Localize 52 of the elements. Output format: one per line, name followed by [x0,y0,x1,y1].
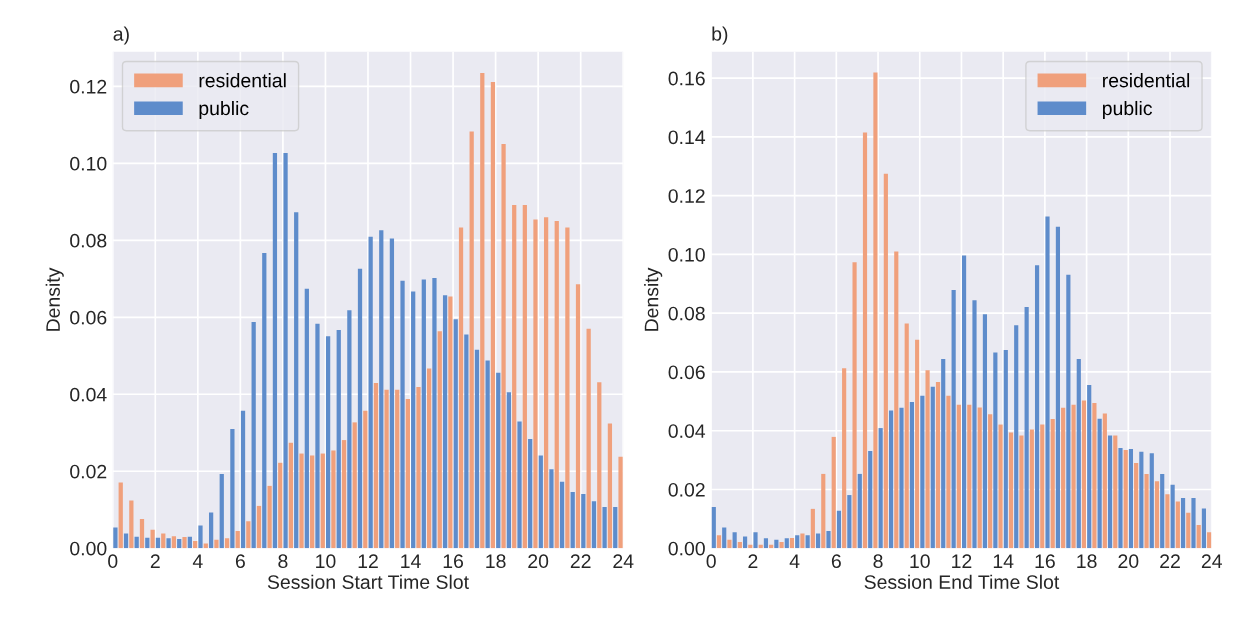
x-tick-label: 22 [570,554,591,568]
chart-title: b) [712,26,728,45]
x-axis-title: Session End Time Slot [864,574,1060,589]
x-tick-label: 6 [235,554,245,569]
y-tick-label: 0.00 [70,541,107,556]
y-axis-title: Density [45,267,64,331]
y-tick-label: 0.12 [668,189,705,203]
y-tick-label: 0.10 [70,156,107,171]
x-tick-label: 0 [108,554,118,569]
y-tick-label: 0.08 [668,306,705,321]
x-tick-label: 24 [613,554,634,568]
x-axis-title: Session Start Time Slot [267,574,469,589]
x-tick-label: 22 [1160,554,1180,568]
legend-label: residential [1103,73,1190,88]
x-tick-label: 2 [150,554,160,568]
x-tick-label: 20 [528,554,549,569]
x-tick-label: 4 [789,554,800,568]
y-tick-label: 0.02 [668,482,705,497]
x-tick-label: 10 [316,554,336,569]
y-tick-label: 0.14 [668,130,706,145]
y-axis-title: Density [644,267,663,331]
x-tick-label: 14 [993,554,1014,568]
y-tick-label: 0.12 [70,79,107,94]
y-tick-label: 0.06 [70,310,107,325]
y-tick-label: 0.06 [668,365,705,380]
y-tick-label: 0.10 [668,247,705,262]
x-tick-label: 20 [1118,554,1139,569]
x-tick-label: 2 [748,554,758,568]
x-tick-label: 24 [1201,554,1222,568]
x-tick-label: 14 [401,554,421,568]
x-tick-label: 18 [486,554,506,569]
x-tick-label: 12 [952,554,972,568]
x-tick-label: 18 [1077,554,1097,569]
legend-label: public [199,100,249,120]
chart-title: a) [113,26,129,45]
legend-label: residential [199,73,286,88]
y-tick-label: 0.04 [70,387,107,402]
y-tick-label: 0.16 [668,71,705,86]
x-tick-label: 16 [443,554,464,569]
y-tick-label: 0.08 [70,233,107,248]
y-tick-label: 0.04 [668,424,706,438]
x-tick-label: 8 [873,554,883,569]
x-tick-label: 12 [358,554,378,568]
y-tick-label: 0.02 [70,464,107,479]
x-tick-label: 0 [706,554,716,569]
x-tick-label: 10 [910,554,930,569]
y-tick-label: 0.00 [668,541,705,556]
x-tick-label: 16 [1035,554,1055,569]
x-tick-label: 4 [192,554,203,568]
x-tick-label: 8 [278,554,288,569]
x-tick-label: 6 [831,554,841,569]
legend-label: public [1102,100,1153,120]
